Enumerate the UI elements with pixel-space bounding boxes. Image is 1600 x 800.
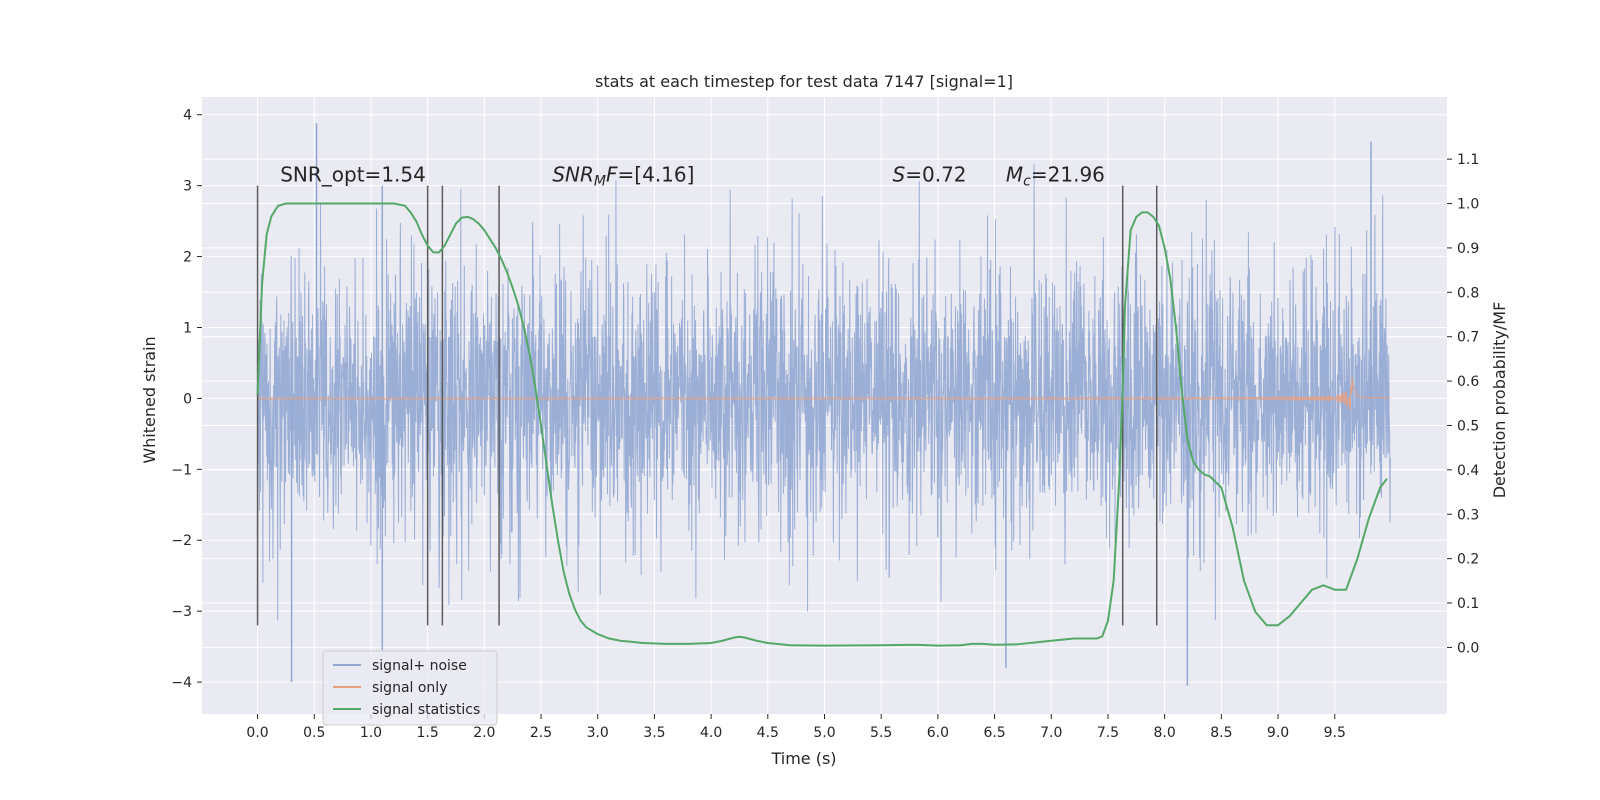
y2-tick-label: 0.2 [1457, 552, 1479, 568]
x-tick-label: 9.5 [1324, 725, 1346, 741]
x-tick-label: 0.5 [303, 725, 325, 741]
y-tick-label: 0 [183, 391, 192, 407]
series-signal-statistics [256, 202, 1388, 647]
y-tick-label: −1 [171, 462, 192, 478]
y2-tick-label: 0.8 [1457, 285, 1479, 301]
x-tick-label: 7.5 [1097, 725, 1119, 741]
x-tick-label: 3.0 [587, 725, 609, 741]
stat-annotation: Mc=21.96 [1006, 163, 1105, 190]
x-tick-label: 4.5 [757, 725, 779, 741]
x-tick-label: 6.5 [983, 725, 1005, 741]
y-tick-label: −4 [171, 675, 192, 691]
y-tick-label: 3 [183, 179, 192, 195]
y-tick-label: 1 [183, 320, 192, 336]
stat-annotation: SNR_opt=1.54 [280, 163, 426, 187]
x-tick-label: 5.5 [870, 725, 892, 741]
y2-tick-label: 0.6 [1457, 374, 1479, 390]
y2-tick-label: 0.3 [1457, 507, 1479, 523]
x-tick-label: 1.5 [417, 725, 439, 741]
y-axis-title: Whitened strain [140, 336, 159, 463]
legend-label-noise: signal+ noise [372, 658, 467, 674]
legend-label-signal: signal only [372, 680, 447, 696]
legend: signal+ noise signal only signal statist… [322, 650, 498, 726]
y2-tick-label: 0.1 [1457, 596, 1479, 612]
x-tick-label: 0.0 [246, 725, 268, 741]
x-tick-label: 3.5 [643, 725, 665, 741]
legend-label-stats: signal statistics [372, 702, 480, 718]
x-tick-label: 7.0 [1040, 725, 1062, 741]
x-tick-label: 8.0 [1154, 725, 1176, 741]
y-tick-label: 2 [183, 250, 192, 266]
y2-tick-label: 0.5 [1457, 418, 1479, 434]
series-signal-only [257, 378, 1391, 411]
x-tick-label: 2.0 [473, 725, 495, 741]
x-axis-title: Time (s) [770, 749, 836, 768]
x-tick-label: 1.0 [360, 725, 382, 741]
x-tick-label: 5.0 [813, 725, 835, 741]
annotations: SNR_opt=1.54 SNRMF=[4.16] S=0.72 Mc=21.96 [280, 163, 1105, 190]
x-tick-label: 2.5 [530, 725, 552, 741]
y2-tick-label: 1.1 [1457, 152, 1479, 168]
y2-tick-label: 0.4 [1457, 463, 1479, 479]
legend-box [322, 650, 498, 726]
y-tick-label: 4 [183, 108, 192, 124]
stats-layer [256, 202, 1388, 647]
y2-tick-label: 0.0 [1457, 640, 1479, 656]
stat-annotation: SNRMF=[4.16] [552, 163, 694, 190]
series-signal-noise [257, 164, 1391, 621]
x-tick-label: 6.0 [927, 725, 949, 741]
y2-tick-label: 1.0 [1457, 197, 1479, 213]
y2-axis-title: Detection probability/MF [1490, 302, 1509, 499]
x-tick-label: 8.5 [1210, 725, 1232, 741]
y2-tick-label: 0.9 [1457, 241, 1479, 257]
chart-title: stats at each timestep for test data 714… [595, 72, 1013, 91]
series-layer [257, 123, 1391, 686]
stat-annotation: S=0.72 [893, 163, 967, 187]
y-tick-label: −2 [171, 533, 192, 549]
y-tick-label: −3 [171, 604, 192, 620]
x-tick-label: 9.0 [1267, 725, 1289, 741]
y2-tick-label: 0.7 [1457, 330, 1479, 346]
axes: 0.0 0.5 1.0 1.5 2.0 2.5 3.0 3.5 4.0 4.5 5.0 5.5 6.0 6… [171, 108, 1479, 741]
x-tick-label: 4.0 [700, 725, 722, 741]
